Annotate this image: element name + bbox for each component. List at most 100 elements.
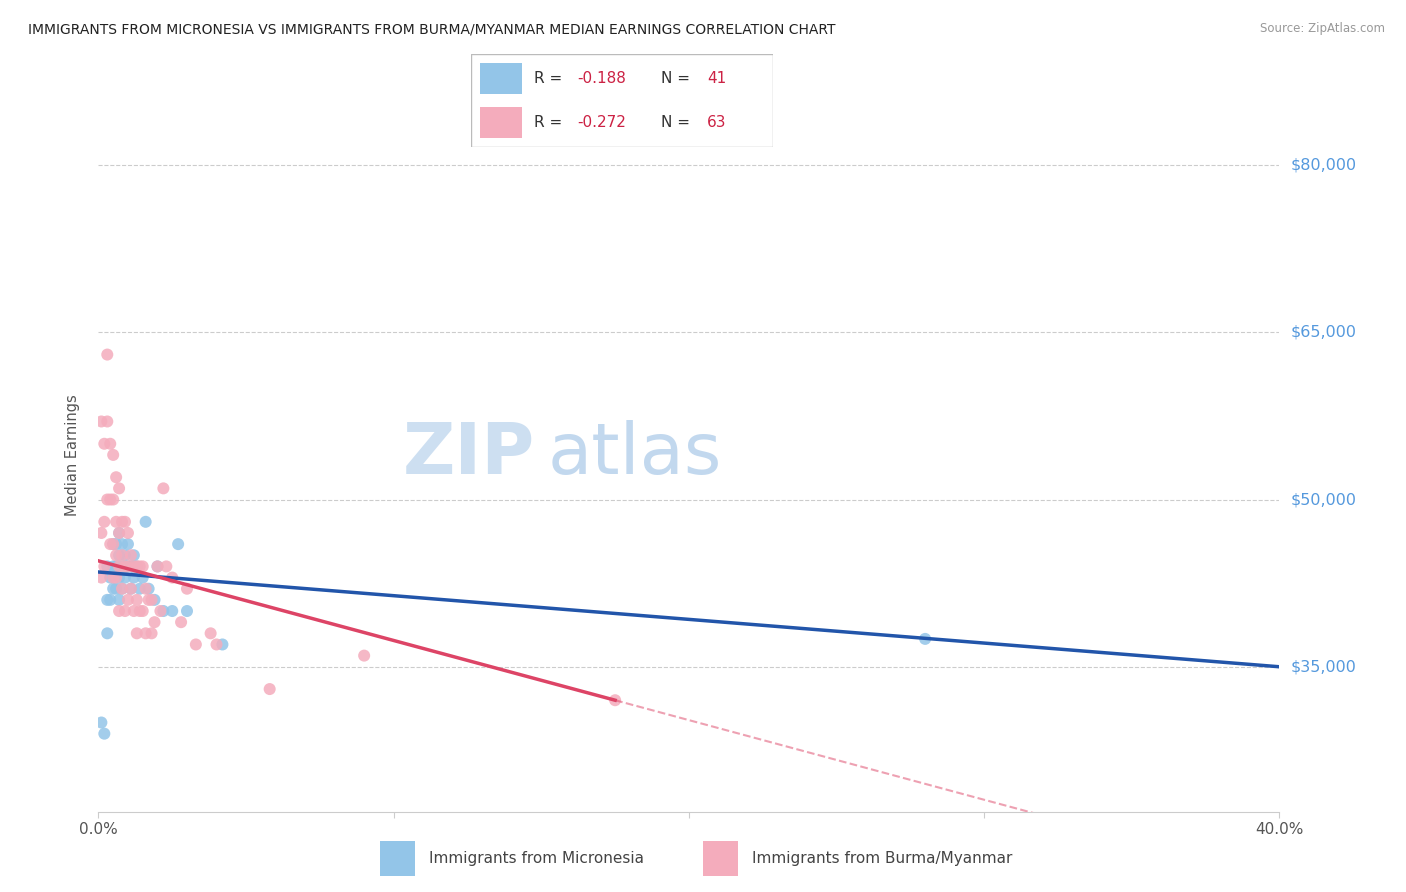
Point: [111, 515, 134, 529]
Point: [103, 537, 125, 551]
Text: 63: 63: [707, 115, 727, 130]
Point: [125, 559, 148, 574]
Text: N =: N =: [661, 70, 696, 86]
Bar: [479, 63, 523, 94]
Point: [108, 592, 131, 607]
Point: [108, 526, 131, 541]
Point: [184, 637, 207, 651]
Point: [114, 548, 136, 563]
Point: [96, 559, 118, 574]
Point: [120, 582, 142, 596]
Bar: [380, 841, 415, 876]
Y-axis label: Median Earnings: Median Earnings: [65, 394, 80, 516]
Point: [132, 559, 155, 574]
Point: [211, 637, 233, 651]
Point: [103, 448, 125, 462]
Point: [353, 648, 375, 663]
Point: [135, 515, 157, 529]
Point: [117, 592, 139, 607]
Point: [105, 582, 128, 596]
Point: [96, 492, 118, 507]
Point: [122, 571, 145, 585]
Point: [200, 626, 222, 640]
Text: -0.188: -0.188: [576, 70, 626, 86]
Point: [103, 571, 125, 585]
Text: Immigrants from Burma/Myanmar: Immigrants from Burma/Myanmar: [752, 851, 1012, 866]
Point: [122, 559, 145, 574]
Text: $50,000: $50,000: [1291, 492, 1357, 507]
Text: Source: ZipAtlas.com: Source: ZipAtlas.com: [1260, 22, 1385, 36]
Text: $35,000: $35,000: [1291, 659, 1357, 674]
Point: [93, 515, 115, 529]
Point: [135, 582, 157, 596]
Point: [117, 537, 139, 551]
Point: [105, 571, 128, 585]
Point: [108, 604, 131, 618]
Point: [120, 548, 142, 563]
Point: [105, 559, 128, 574]
Text: R =: R =: [534, 115, 568, 130]
Point: [125, 559, 148, 574]
Point: [114, 559, 136, 574]
Text: $80,000: $80,000: [1291, 158, 1357, 172]
Point: [103, 537, 125, 551]
Point: [114, 515, 136, 529]
Point: [152, 482, 174, 496]
Point: [105, 537, 128, 551]
Point: [98, 592, 121, 607]
Point: [98, 436, 121, 450]
Point: [108, 548, 131, 563]
Point: [108, 526, 131, 541]
Point: [162, 571, 183, 585]
Point: [90, 715, 112, 730]
FancyBboxPatch shape: [471, 54, 773, 147]
Point: [128, 559, 150, 574]
Point: [132, 571, 155, 585]
Point: [105, 548, 128, 563]
Point: [914, 632, 936, 646]
Point: [149, 604, 172, 618]
Point: [117, 526, 139, 541]
Point: [103, 492, 125, 507]
Bar: [479, 107, 523, 138]
Point: [141, 626, 163, 640]
Point: [105, 470, 128, 484]
Point: [125, 626, 148, 640]
Point: [605, 693, 627, 707]
Point: [167, 537, 190, 551]
Point: [120, 582, 142, 596]
Point: [146, 559, 169, 574]
Point: [152, 604, 174, 618]
Point: [111, 582, 134, 596]
Point: [114, 571, 136, 585]
Point: [96, 626, 118, 640]
Text: ZIP: ZIP: [404, 420, 536, 490]
Text: atlas: atlas: [547, 420, 721, 490]
Point: [98, 537, 121, 551]
Point: [90, 571, 112, 585]
Point: [103, 559, 125, 574]
Bar: [703, 841, 738, 876]
Point: [90, 414, 112, 429]
Point: [96, 347, 118, 362]
Point: [128, 604, 150, 618]
Text: 41: 41: [707, 70, 725, 86]
Point: [138, 582, 160, 596]
Point: [111, 548, 134, 563]
Point: [103, 582, 125, 596]
Text: N =: N =: [661, 115, 696, 130]
Point: [117, 559, 139, 574]
Point: [93, 726, 115, 740]
Point: [141, 592, 163, 607]
Point: [205, 637, 228, 651]
Point: [146, 559, 169, 574]
Point: [96, 414, 118, 429]
Point: [122, 604, 145, 618]
Point: [125, 592, 148, 607]
Point: [176, 582, 198, 596]
Text: $65,000: $65,000: [1291, 325, 1357, 340]
Text: -0.272: -0.272: [576, 115, 626, 130]
Point: [135, 626, 157, 640]
Point: [105, 515, 128, 529]
Point: [155, 559, 177, 574]
